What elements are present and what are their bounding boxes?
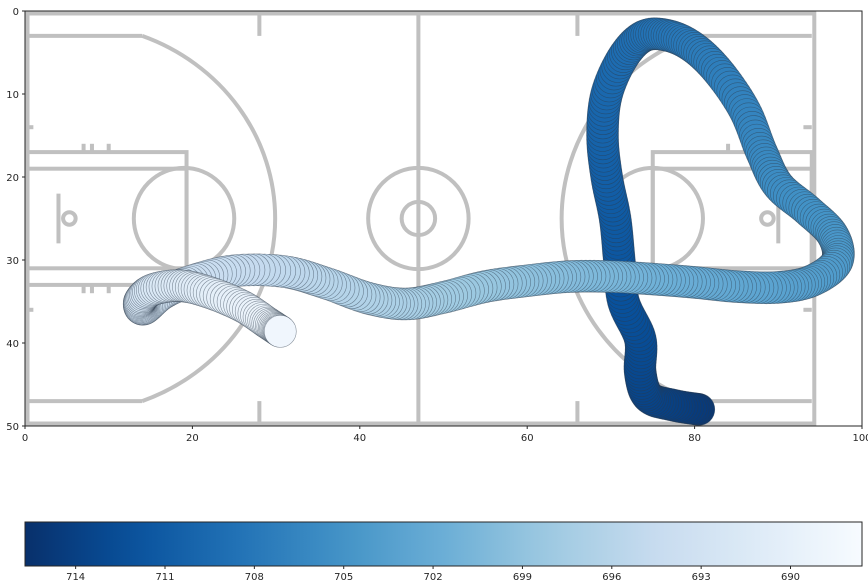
y-tick-label: 50 [6, 422, 19, 433]
y-tick-label: 30 [6, 256, 19, 267]
colorbar-gradient [25, 522, 862, 566]
colorbar-tick-label: 699 [513, 572, 532, 583]
y-tick-label: 40 [6, 339, 19, 350]
center-circle-outer [366, 165, 471, 272]
colorbar-tick-label: 693 [692, 572, 711, 583]
center-circle-inner [399, 199, 438, 238]
x-tick-label: 100 [852, 433, 868, 444]
y-axis-ticks: 0 10 20 30 40 50 [6, 7, 25, 433]
x-tick-label: 60 [521, 433, 534, 444]
colorbar-tick-label: 702 [424, 572, 443, 583]
court-diagram [25, 11, 817, 426]
right-rim [759, 210, 776, 227]
trajectory-point [263, 315, 297, 348]
colorbar-tick-label: 711 [155, 572, 174, 583]
colorbar-tick-label: 705 [334, 572, 353, 583]
colorbar-tick-label: 696 [602, 572, 621, 583]
y-tick-label: 10 [6, 90, 19, 101]
colorbar-frame [24, 521, 863, 567]
colorbar-tick-label: 690 [781, 572, 800, 583]
trajectory-series [122, 17, 855, 426]
left-key-inner [25, 166, 189, 271]
x-tick-label: 80 [688, 433, 701, 444]
x-axis-ticks: 0 20 40 60 80 100 [22, 426, 868, 444]
plot-frame [24, 10, 863, 427]
x-tick-label: 20 [186, 433, 199, 444]
x-tick-label: 40 [353, 433, 366, 444]
colorbar-ticks: 714 711 708 705 702 699 696 693 690 [66, 566, 800, 583]
x-tick-label: 0 [22, 433, 28, 444]
left-three-point-arc [141, 34, 278, 403]
left-rim [61, 210, 78, 227]
colorbar-tick-label: 708 [245, 572, 264, 583]
colorbar: 714 711 708 705 702 699 696 693 690 [24, 521, 863, 583]
y-tick-label: 20 [6, 173, 19, 184]
court-plot-area: 0 20 40 60 80 100 0 10 20 30 40 50 [6, 7, 868, 444]
colorbar-tick-label: 714 [66, 572, 85, 583]
y-tick-label: 0 [13, 7, 19, 18]
